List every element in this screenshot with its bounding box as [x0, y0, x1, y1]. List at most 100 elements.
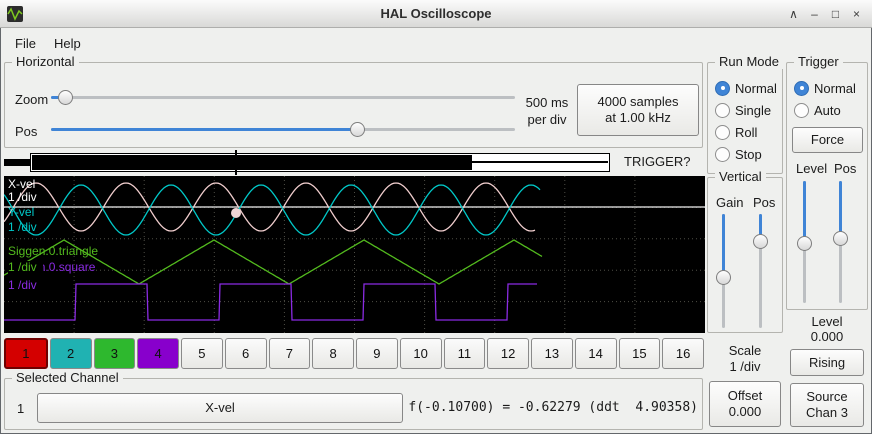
selected-channel-group: Selected Channel 1 X-vel f(-0.10700) = -… — [4, 370, 703, 430]
radio-unselected-icon — [715, 124, 730, 140]
trigger-pos-label: Pos — [834, 161, 857, 176]
channel-button-3[interactable]: 3 — [93, 338, 136, 369]
channel-button-8[interactable]: 8 — [312, 338, 354, 369]
waveform-Siggen.0.triangle — [4, 239, 543, 285]
vertical-gain-slider[interactable] — [716, 214, 731, 328]
trigger-edge-label: Rising — [808, 354, 846, 370]
trigger-mode-options: Normal Auto — [794, 77, 856, 121]
slider-fill — [722, 214, 725, 277]
channel-button-14[interactable]: 14 — [574, 338, 617, 369]
force-button[interactable]: Force — [792, 127, 863, 153]
trigger-group: Trigger Normal Auto Force Level Pos — [786, 54, 868, 310]
trigger-mode-option-auto[interactable]: Auto — [794, 99, 856, 121]
waveform-Y-vel — [4, 184, 541, 236]
radio-unselected-icon — [715, 146, 730, 162]
channel-button-1[interactable]: 1 — [4, 338, 48, 369]
radio-label: Roll — [735, 124, 758, 140]
record-position-bar: TRIGGER? — [4, 150, 704, 176]
channel-button-7[interactable]: 7 — [268, 338, 311, 369]
radio-label: Single — [735, 102, 772, 118]
waveform-Siggen.0.square — [4, 283, 537, 321]
close-button[interactable]: × — [852, 7, 860, 21]
run-mode-option-roll[interactable]: Roll — [715, 121, 777, 143]
channel-button-16[interactable]: 16 — [662, 338, 704, 369]
radio-label: Auto — [814, 102, 841, 118]
record-displayed-region — [32, 155, 472, 170]
channel-button-6[interactable]: 6 — [224, 338, 267, 369]
menu-file[interactable]: File — [15, 35, 36, 51]
slider-track — [51, 96, 515, 99]
vertical-group-label: Vertical — [715, 169, 766, 184]
horizontal-pos-slider[interactable] — [51, 122, 515, 137]
radio-unselected-icon — [715, 102, 730, 118]
time-per-div-unit: per div — [527, 112, 567, 127]
slider-handle[interactable] — [716, 269, 731, 285]
channel-button-13[interactable]: 13 — [531, 338, 573, 369]
scope-channel-label: Y-vel — [8, 205, 35, 219]
slider-handle[interactable] — [833, 231, 848, 247]
slider-handle[interactable] — [797, 236, 812, 252]
trigger-edge-button[interactable]: Rising — [790, 349, 864, 376]
radio-label: Normal — [735, 80, 777, 96]
trigger-source-button[interactable]: Source Chan 3 — [790, 383, 864, 427]
scope-canvas — [4, 176, 705, 333]
horizontal-group: Horizontal Zoom Pos 500 ms per div 4000 … — [4, 54, 703, 148]
vertical-offset-label: Offset — [727, 388, 763, 403]
scope-channel-label: 1 /div — [8, 190, 37, 204]
app-icon — [7, 6, 23, 22]
channel-button-5[interactable]: 5 — [181, 338, 223, 369]
force-button-label: Force — [810, 132, 845, 147]
vertical-pos-slider[interactable] — [753, 214, 768, 328]
channel-button-11[interactable]: 11 — [443, 338, 486, 369]
slider-handle[interactable] — [350, 122, 366, 137]
channel-source-label: X-vel — [205, 400, 235, 415]
vertical-offset-button[interactable]: Offset 0.000 — [709, 381, 781, 427]
scope-channel-label: 1 /div — [8, 220, 37, 234]
window-title: HAL Oscilloscope — [380, 6, 492, 21]
run-mode-group-label: Run Mode — [715, 54, 783, 69]
radio-selected-icon — [715, 80, 730, 96]
trigger-mode-option-normal[interactable]: Normal — [794, 77, 856, 99]
channel-button-row: 1 2 3 4 5 6 7 8 9 10 11 12 13 14 15 16 — [4, 338, 704, 369]
zoom-slider[interactable] — [51, 90, 515, 105]
run-mode-options: Normal Single Roll Stop — [715, 77, 777, 165]
scope-channel-label: Siggen.0.triangle — [8, 244, 99, 258]
trigger-level-slider[interactable] — [797, 181, 812, 303]
slider-fill — [803, 181, 806, 244]
window-controls: ∧ – □ × — [784, 0, 866, 28]
channel-button-12[interactable]: 12 — [487, 338, 529, 369]
channel-button-15[interactable]: 15 — [618, 338, 661, 369]
channel-button-2[interactable]: 2 — [49, 338, 92, 369]
run-mode-group: Run Mode Normal Single Roll Stop — [707, 54, 783, 174]
trigger-source-line1: Source — [806, 389, 848, 404]
run-mode-option-single[interactable]: Single — [715, 99, 777, 121]
shade-button[interactable]: ∧ — [789, 7, 798, 21]
channel-button-9[interactable]: 9 — [356, 338, 398, 369]
slider-fill — [759, 214, 762, 242]
channel-button-10[interactable]: 10 — [399, 338, 442, 369]
menu-help[interactable]: Help — [53, 35, 81, 51]
maximize-button[interactable]: □ — [831, 7, 840, 21]
slider-track — [759, 214, 762, 328]
scope-channel-label: 1 /div — [8, 261, 43, 274]
slider-handle[interactable] — [753, 234, 768, 250]
vertical-scale-label: Scale — [728, 343, 762, 358]
run-mode-option-stop[interactable]: Stop — [715, 143, 777, 165]
vertical-group: Vertical Gain Pos — [707, 169, 783, 333]
samples-button[interactable]: 4000 samples at 1.00 kHz — [577, 84, 699, 136]
run-mode-option-normal[interactable]: Normal — [715, 77, 777, 99]
trigger-pos-slider[interactable] — [833, 181, 848, 303]
samples-line1: 4000 samples — [597, 94, 679, 109]
radio-selected-icon — [794, 80, 809, 96]
minimize-button[interactable]: – — [811, 7, 818, 21]
channel-button-4[interactable]: 4 — [137, 338, 179, 369]
titlebar[interactable]: HAL Oscilloscope ∧ – □ × — [0, 0, 872, 28]
record-remainder-line — [472, 161, 608, 163]
slider-handle[interactable] — [57, 90, 73, 105]
channel-source-button[interactable]: X-vel — [37, 393, 403, 423]
radio-label: Normal — [814, 80, 856, 96]
vertical-pos-label: Pos — [753, 195, 776, 210]
vertical-offset-value: 0.000 — [728, 404, 762, 419]
trigger-source-line2: Chan 3 — [806, 405, 848, 420]
scope-display: X-vel 1 /div Y-vel 1 /div Siggen.0.triangle S… — [4, 176, 705, 333]
